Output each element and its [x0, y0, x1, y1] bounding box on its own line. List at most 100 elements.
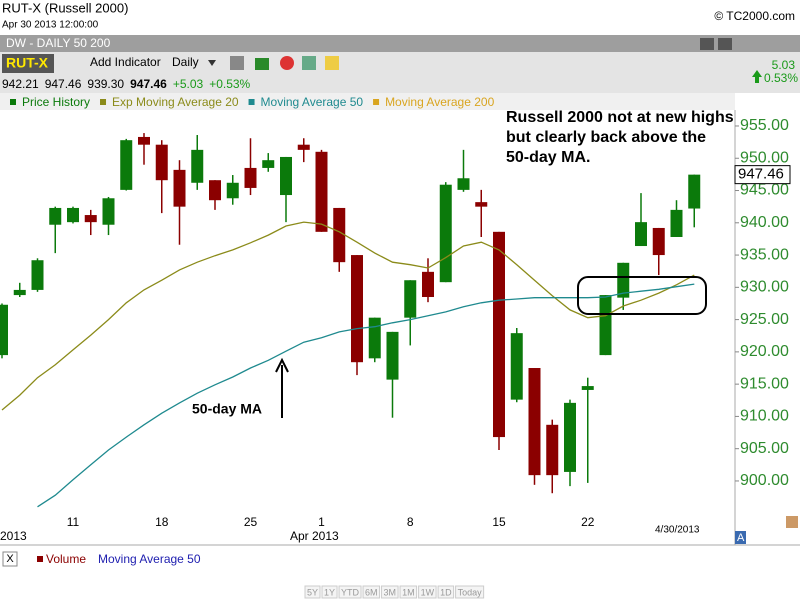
symbol-box[interactable]	[2, 54, 54, 73]
legend: Price History Exp Moving Average 20 Moving…	[10, 95, 495, 109]
note-icon[interactable]	[325, 56, 339, 70]
ma-line	[37, 283, 695, 508]
arrow-head	[275, 357, 289, 373]
copyright: © TC2000.com	[714, 9, 795, 23]
candle-body	[138, 136, 150, 145]
x-tick-label: 18	[155, 515, 169, 529]
range-button[interactable]	[304, 585, 321, 599]
lower-pane-bar	[0, 548, 800, 570]
quote-change: +5.03	[173, 77, 204, 91]
legend-bar	[0, 93, 735, 110]
range-label: 1D	[440, 587, 452, 597]
quote-value: 947.46	[45, 77, 82, 91]
candle-body	[31, 260, 44, 290]
y-tick-label: 945.00	[740, 182, 789, 199]
quote-value: 947.46	[130, 77, 167, 91]
y-tick-label: 955.00	[740, 117, 789, 134]
legend-entry[interactable]: Exp Moving Average 20	[112, 95, 239, 109]
candle-body	[120, 140, 133, 190]
range-button[interactable]	[455, 585, 485, 599]
add-indicator[interactable]: Add Indicator	[90, 55, 161, 69]
side-change-pct: 0.53%	[764, 71, 798, 85]
range-button[interactable]	[338, 585, 362, 599]
last-price: 947.46	[738, 166, 784, 183]
dropdown-arrow[interactable]	[208, 60, 216, 66]
ma-line	[1, 221, 695, 411]
legend-entry[interactable]: Moving Average 50	[261, 95, 364, 109]
candle-body	[404, 280, 417, 318]
range-button[interactable]	[321, 585, 338, 599]
legend-entry[interactable]: Price History	[22, 95, 90, 109]
tool-icon[interactable]	[700, 38, 714, 50]
close-x[interactable]: X	[6, 553, 14, 565]
pencil-icon[interactable]	[786, 516, 798, 528]
y-tick-label: 910.00	[740, 408, 789, 425]
candle-body	[262, 160, 275, 168]
quote-value: 942.21	[2, 77, 39, 91]
candle-body	[457, 178, 470, 190]
candle-body	[351, 255, 363, 363]
range-button[interactable]	[362, 585, 381, 599]
scale-a[interactable]	[735, 531, 746, 544]
y-tick-label: 905.00	[740, 440, 789, 457]
candle-body	[652, 227, 665, 256]
candle-body	[493, 231, 505, 438]
symbol[interactable]: RUT-X	[6, 55, 49, 71]
quote-bar	[0, 75, 800, 93]
date-label: 4/30/2013	[655, 525, 700, 536]
ma-label: 50-day MA	[192, 401, 262, 417]
candle-body	[333, 207, 346, 263]
layout-name[interactable]: DW - DAILY 50 200	[6, 36, 111, 50]
toolbar	[0, 52, 800, 75]
candle-body	[209, 180, 221, 201]
candle-body	[297, 144, 310, 150]
y-tick-label: 940.00	[740, 214, 789, 231]
x-tick-label: 25	[244, 515, 258, 529]
range-button[interactable]	[437, 585, 455, 599]
candle-body	[617, 262, 630, 298]
scale-buttons[interactable]: A L % F	[737, 532, 775, 544]
y-tick-label: 900.00	[740, 472, 789, 489]
candle-body	[528, 368, 541, 476]
range-button[interactable]	[418, 585, 437, 599]
range-label: 1W	[421, 587, 435, 597]
timestamp: Apr 30 2013 12:00:00	[2, 20, 99, 31]
candle-body	[315, 151, 328, 232]
candle-body	[670, 209, 683, 237]
last-price-box	[734, 165, 791, 185]
tool-icon[interactable]	[302, 56, 316, 70]
candle-body	[422, 271, 434, 298]
candle-body	[155, 144, 168, 181]
tool-icon[interactable]	[230, 56, 244, 70]
up-arrow	[752, 70, 762, 83]
candle-body	[368, 317, 381, 359]
period[interactable]: Daily	[172, 55, 199, 69]
tool-icon[interactable]	[718, 38, 732, 50]
candle-body	[280, 156, 292, 196]
range-button[interactable]	[381, 585, 399, 599]
month-label: Apr 2013	[290, 529, 339, 543]
lower-legend: Moving Average 50	[98, 552, 201, 566]
candle-body	[439, 184, 452, 283]
range-button[interactable]	[399, 585, 418, 599]
close-button[interactable]	[2, 551, 18, 567]
candle-body	[688, 174, 701, 209]
candle-body	[67, 207, 79, 223]
tool-icon[interactable]	[255, 58, 269, 70]
candle-body	[84, 215, 97, 223]
y-tick-label: 920.00	[740, 343, 789, 360]
highlight-box	[577, 276, 707, 315]
alarm-icon[interactable]	[280, 56, 294, 70]
legend-swatch	[248, 99, 255, 105]
candle-body	[0, 304, 8, 356]
range-label: YTD	[341, 587, 360, 597]
x-tick-label: 8	[407, 515, 414, 529]
candle-body	[226, 182, 239, 199]
legend-entry[interactable]: Moving Average 200	[385, 95, 495, 109]
x-tick-label: 11	[67, 515, 80, 529]
quote-value: 939.30	[87, 77, 124, 91]
title-bar	[0, 0, 800, 35]
layout-bar	[0, 35, 800, 52]
y-tick-label: 915.00	[740, 375, 789, 392]
